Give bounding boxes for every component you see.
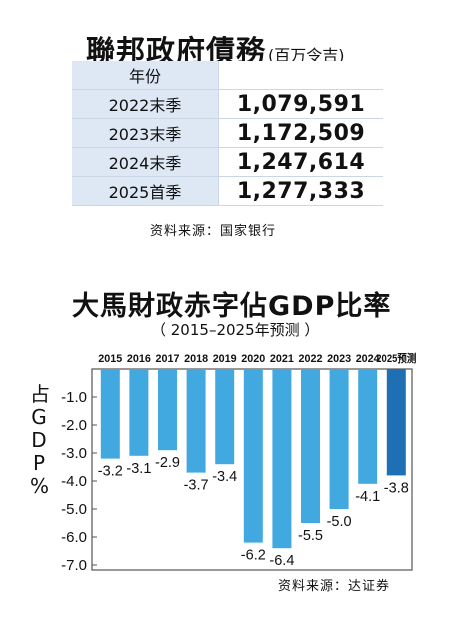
x-category-label: 2016 (127, 353, 151, 365)
bar-value-label: -3.1 (126, 460, 151, 477)
table-header-blank (218, 61, 383, 90)
bar-value-label: -5.0 (327, 513, 352, 530)
bar-value-label: -3.4 (212, 468, 237, 485)
y-label-char: % (30, 474, 50, 498)
y-tick-label: -6.0 (61, 529, 87, 546)
y-label-char: D (31, 428, 47, 452)
x-category-label: 2025预测 (376, 351, 416, 365)
y-label-char: P (32, 451, 46, 475)
table-cell-value: 1,277,333 (218, 176, 383, 206)
chart-bar (272, 369, 292, 549)
table-cell-period: 2025首季 (72, 176, 219, 206)
y-tick-label: -5.0 (61, 501, 87, 518)
chart-bar (243, 369, 263, 543)
chart-bar (386, 369, 406, 476)
bar-value-label: -6.2 (241, 547, 266, 564)
table-header-year: 年份 (72, 61, 219, 90)
chart-bar (329, 369, 349, 509)
y-tick-label: -3.0 (61, 445, 87, 462)
chart-bar (186, 369, 206, 473)
bar-value-label: -2.9 (155, 454, 180, 471)
y-tick-label: -2.0 (61, 417, 87, 434)
x-category-label: 2021 (270, 353, 294, 365)
chart-bar (100, 369, 120, 459)
table-cell-value: 1,079,591 (218, 89, 383, 119)
table-cell-period: 2023末季 (72, 118, 219, 148)
chart-bar (358, 369, 378, 484)
y-label-char: 占 (30, 382, 50, 406)
table-cell-value: 1,172,509 (218, 118, 383, 148)
table-row: 2024末季 1,247,614 (72, 147, 383, 177)
chart-title: 大馬財政赤字佔GDP比率 (72, 291, 392, 322)
table-cell-period: 2024末季 (72, 147, 219, 177)
chart-bar (301, 369, 320, 523)
x-category-label: 2017 (156, 353, 180, 365)
chart-y-axis-label: 占 G D P % (30, 382, 50, 498)
y-tick-label: -1.0 (61, 389, 87, 406)
table-header-row: 年份 (72, 61, 383, 90)
table-cell-period: 2022末季 (72, 89, 219, 119)
x-category-label: 2023 (327, 353, 351, 365)
y-tick-label: -7.0 (61, 557, 87, 574)
table-row: 2023末季 1,172,509 (72, 118, 383, 148)
x-category-label: 2019 (213, 353, 237, 365)
debt-table: 年份 2022末季 1,079,591 2023末季 1,172,509 202… (72, 61, 383, 206)
chart-source: 资料来源：达证券 (278, 579, 391, 594)
x-category-label: 2024 (356, 353, 381, 365)
table-cell-value: 1,247,614 (218, 147, 383, 177)
debt-table-source: 资料来源：国家银行 (150, 224, 277, 239)
x-category-label: 2015 (98, 353, 122, 365)
bar-value-label: -3.7 (184, 477, 209, 494)
bar-value-label: -6.4 (269, 552, 294, 569)
chart-subtitle: （ 2015–2025年预测 ） (151, 321, 320, 339)
x-category-label: 2022 (299, 353, 323, 365)
bar-value-label: -3.2 (98, 463, 123, 480)
chart-bar (215, 369, 235, 465)
table-row: 2022末季 1,079,591 (72, 89, 383, 119)
x-category-label: 2018 (184, 353, 208, 365)
bar-value-label: -5.5 (298, 527, 323, 544)
debt-table-unit: (百万令吉) (268, 46, 345, 65)
x-category-label: 2020 (241, 353, 265, 365)
y-tick-label: -4.0 (61, 473, 87, 490)
bar-value-label: -4.1 (355, 488, 380, 505)
y-label-char: G (31, 405, 47, 429)
bar-value-label: -3.8 (384, 479, 409, 496)
chart-bar (158, 369, 177, 451)
chart-bar (129, 369, 149, 456)
table-row: 2025首季 1,277,333 (72, 176, 383, 206)
